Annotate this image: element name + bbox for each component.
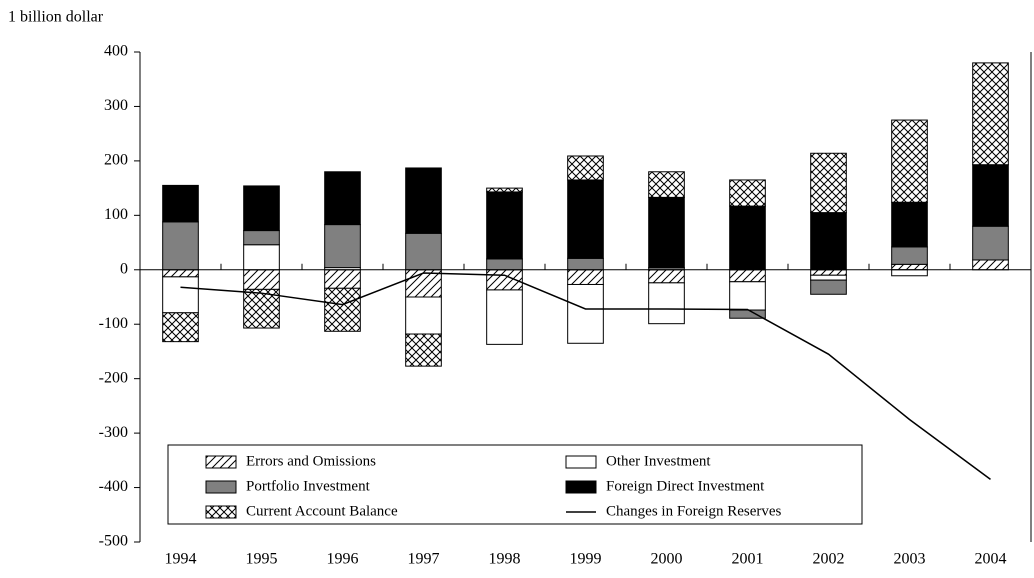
x-tick-label: 2003	[894, 551, 926, 568]
bar-segment	[243, 288, 280, 329]
bar-segment	[162, 221, 199, 271]
bar-segment	[648, 269, 685, 284]
y-tick-label: 400	[104, 43, 128, 60]
legend-label: Other Investment	[606, 453, 711, 469]
legend-label: Portfolio Investment	[246, 478, 371, 494]
bar-segment	[567, 283, 604, 344]
bar-segment	[162, 184, 199, 223]
y-tick-label: 0	[120, 260, 128, 277]
bar-segment	[729, 179, 766, 207]
bar-segment	[324, 287, 361, 332]
bar-segment	[405, 232, 442, 271]
bar-segment	[243, 269, 280, 290]
bar-segment	[891, 201, 928, 248]
legend-swatch	[205, 505, 237, 519]
x-tick-label: 1998	[489, 551, 521, 568]
bar-segment	[729, 269, 766, 283]
bar-segment	[972, 62, 1009, 166]
y-tick-label: -400	[99, 478, 128, 495]
bar-segment	[891, 263, 928, 271]
legend-label: Current Account Balance	[246, 503, 398, 519]
bar-segment	[567, 257, 604, 271]
bar-segment	[972, 259, 1009, 271]
bar-segment	[810, 274, 847, 281]
bar-segment	[243, 230, 280, 246]
x-tick-label: 2001	[732, 551, 764, 568]
y-tick-label: -100	[99, 315, 128, 332]
bar-segment	[729, 205, 766, 271]
bar-segment	[324, 171, 361, 226]
bar-segment	[162, 312, 199, 343]
legend-label: Changes in Foreign Reserves	[606, 503, 782, 519]
x-tick-label: 1994	[165, 551, 197, 568]
bar-segment	[405, 333, 442, 367]
y-tick-label: 200	[104, 152, 128, 169]
legend-swatch	[565, 480, 597, 494]
y-tick-label: 100	[104, 206, 128, 223]
bar-segment	[324, 269, 361, 289]
bar-segment	[810, 212, 847, 271]
bar-segment	[810, 152, 847, 214]
bar-segment	[486, 289, 523, 345]
bar-segment	[162, 276, 199, 314]
x-tick-label: 2000	[651, 551, 683, 568]
bar-segment	[243, 185, 280, 232]
bar-segment	[486, 258, 523, 271]
bar-segment	[486, 187, 523, 193]
bar-segment	[648, 196, 685, 269]
bar-segment	[405, 167, 442, 234]
bar-segment	[324, 224, 361, 269]
x-tick-label: 1995	[246, 551, 278, 568]
bar-segment	[243, 244, 280, 271]
bar-segment	[486, 191, 523, 260]
bar-segment	[972, 225, 1009, 261]
bar-segment	[648, 171, 685, 198]
x-tick-label: 1999	[570, 551, 602, 568]
x-tick-label: 1997	[408, 551, 440, 568]
bar-segment	[729, 281, 766, 311]
bar-segment	[891, 269, 928, 277]
legend-label: Foreign Direct Investment	[606, 478, 765, 494]
bar-segment	[972, 164, 1009, 227]
legend-swatch	[205, 480, 237, 494]
bar-segment	[648, 282, 685, 325]
bar-segment	[567, 155, 604, 181]
legend-label: Errors and Omissions	[246, 453, 376, 469]
y-tick-label: -500	[99, 533, 128, 550]
reserves-line	[180, 272, 991, 480]
bar-segment	[891, 246, 928, 265]
y-axis-label: 1 billion dollar	[8, 9, 104, 26]
x-tick-label: 2004	[975, 551, 1007, 568]
bar-segment	[810, 269, 847, 276]
legend-swatch	[565, 455, 597, 469]
bar-segment	[891, 119, 928, 203]
x-tick-label: 2002	[813, 551, 845, 568]
bar-segment	[810, 279, 847, 295]
x-tick-label: 1996	[327, 551, 359, 568]
bar-segment	[162, 269, 199, 278]
bar-segment	[567, 179, 604, 259]
y-tick-label: -300	[99, 424, 128, 441]
y-tick-label: -200	[99, 369, 128, 386]
legend-box	[167, 444, 863, 525]
bar-segment	[567, 269, 604, 285]
y-tick-label: 300	[104, 97, 128, 114]
bar-segment	[405, 296, 442, 335]
legend-swatch	[205, 455, 237, 469]
